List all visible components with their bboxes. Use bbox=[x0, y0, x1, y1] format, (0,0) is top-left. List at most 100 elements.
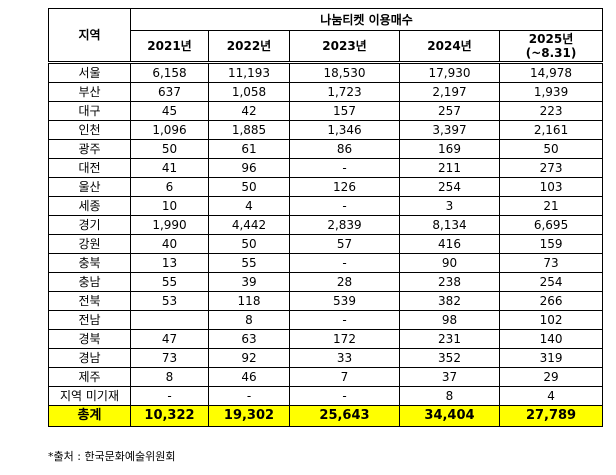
table-cell: 1,058 bbox=[208, 82, 290, 102]
table-cell: 1,885 bbox=[208, 120, 290, 140]
total-cell: 10,322 bbox=[130, 405, 209, 427]
table-cell: 11,193 bbox=[208, 62, 290, 83]
table-cell: 제주 bbox=[48, 367, 131, 387]
table-cell: 광주 bbox=[48, 139, 131, 159]
total-cell: 27,789 bbox=[498, 405, 604, 427]
table-cell: 대전 bbox=[48, 158, 131, 178]
table-cell: 98 bbox=[399, 310, 500, 330]
table-cell: 29 bbox=[498, 367, 604, 387]
ticket-table: 지역 나눔티켓 이용매수 2021년 2022년 2023년 2024년 2025년 (~… bbox=[48, 8, 604, 427]
table-cell: - bbox=[289, 196, 400, 216]
table-cell: 8 bbox=[208, 310, 290, 330]
table-cell: 2,197 bbox=[399, 82, 500, 102]
table-cell: - bbox=[208, 386, 290, 406]
table-cell: 352 bbox=[399, 348, 500, 368]
table-cell: 257 bbox=[399, 101, 500, 121]
table-row: 제주 8 46 7 37 29 bbox=[48, 367, 604, 387]
table-cell: 273 bbox=[498, 158, 604, 178]
table-cell: 37 bbox=[399, 367, 500, 387]
table-cell: 3 bbox=[399, 196, 500, 216]
table-cell: 63 bbox=[208, 329, 290, 349]
table-cell: 1,723 bbox=[289, 82, 400, 102]
total-cell: 19,302 bbox=[208, 405, 290, 427]
table-row: 충북 13 55-90 73 bbox=[48, 253, 604, 273]
table-cell: 1,096 bbox=[130, 120, 209, 140]
table-cell: - bbox=[130, 386, 209, 406]
table-cell: 73 bbox=[498, 253, 604, 273]
table-cell: 126 bbox=[289, 177, 400, 197]
year: 2025년 bbox=[528, 32, 574, 46]
table-cell: 57 bbox=[289, 234, 400, 254]
table-cell: 1,939 bbox=[498, 82, 604, 102]
table-row: 광주 50 61 86 169 50 bbox=[48, 139, 604, 159]
table-cell: 경북 bbox=[48, 329, 131, 349]
table-cell: 416 bbox=[399, 234, 500, 254]
table-row: 세종 10 4-3 21 bbox=[48, 196, 604, 216]
table-row: 경남 73 92 33 352 319 bbox=[48, 348, 604, 368]
table-cell: 6,158 bbox=[130, 62, 209, 83]
header-cell: 2023년 bbox=[289, 30, 400, 64]
table-cell: 254 bbox=[399, 177, 500, 197]
table-cell: 4 bbox=[498, 386, 604, 406]
table-cell: 17,930 bbox=[399, 62, 500, 83]
table-cell: 14,978 bbox=[498, 62, 604, 83]
table-cell: 319 bbox=[498, 348, 604, 368]
table-cell: 45 bbox=[130, 101, 209, 121]
header-cell: 2022년 bbox=[208, 30, 290, 64]
table-row: 인천 1,096 1,885 1,346 3,397 2,161 bbox=[48, 120, 604, 140]
header-cell: 나눔티켓 이용매수 bbox=[129, 8, 604, 31]
table-cell: 28 bbox=[289, 272, 400, 292]
table-cell: 61 bbox=[208, 139, 290, 159]
table-cell: 8 bbox=[130, 367, 209, 387]
table-cell: 73 bbox=[130, 348, 209, 368]
table-cell: 169 bbox=[399, 139, 500, 159]
table-cell: 103 bbox=[498, 177, 604, 197]
header-cell: 지역 bbox=[48, 8, 131, 64]
year: 2022년 bbox=[226, 39, 272, 53]
table-cell: 2,839 bbox=[289, 215, 400, 235]
total-cell: 25,643 bbox=[289, 405, 400, 427]
table-row: 서울 6,158 11,193 18,530 17,930 14,978 bbox=[48, 62, 604, 83]
table-cell: 1,346 bbox=[289, 120, 400, 140]
table-cell: 96 bbox=[208, 158, 290, 178]
total-row: 총계 10,322 19,302 25,643 34,404 27,789 bbox=[48, 405, 604, 427]
table-row: 지역 미기재 - - -8 4 bbox=[48, 386, 604, 406]
table-row: 충남 55 39 28 238 254 bbox=[48, 272, 604, 292]
table-cell: 인천 bbox=[48, 120, 131, 140]
year: 2024년 bbox=[427, 39, 472, 53]
table-cell: 33 bbox=[289, 348, 400, 368]
table-cell: 전북 bbox=[48, 291, 131, 311]
table-cell: 8 bbox=[399, 386, 500, 406]
year-note: (~8.31) bbox=[525, 46, 577, 60]
table-row: 부산 637 1,058 1,723 2,197 1,939 bbox=[48, 82, 604, 102]
header-cell: 2024년 bbox=[399, 30, 500, 64]
table-cell: 세종 bbox=[48, 196, 131, 216]
total-cell: 총계 bbox=[48, 405, 131, 427]
table-cell: 231 bbox=[399, 329, 500, 349]
table-cell: 4,442 bbox=[208, 215, 290, 235]
table-cell: 21 bbox=[498, 196, 604, 216]
table-cell: 47 bbox=[130, 329, 209, 349]
table-cell: 2,161 bbox=[498, 120, 604, 140]
table-cell: 86 bbox=[289, 139, 400, 159]
table-cell: 충남 bbox=[48, 272, 131, 292]
table-cell: - bbox=[289, 386, 400, 406]
table-row: 경북 47 63 172 231 140 bbox=[48, 329, 604, 349]
table-cell: 254 bbox=[498, 272, 604, 292]
table-cell: 전남 bbox=[48, 310, 131, 330]
table-cell: 13 bbox=[130, 253, 209, 273]
year: 2023년 bbox=[322, 39, 367, 53]
table-cell: 8,134 bbox=[399, 215, 500, 235]
table-cell: - bbox=[289, 310, 400, 330]
table-cell: 대구 bbox=[48, 101, 131, 121]
table-cell: - bbox=[289, 253, 400, 273]
table-cell: 4 bbox=[208, 196, 290, 216]
table-cell: 50 bbox=[130, 139, 209, 159]
table-cell: 223 bbox=[498, 101, 604, 121]
table-cell: 382 bbox=[399, 291, 500, 311]
table-cell: 118 bbox=[208, 291, 290, 311]
table-cell: 7 bbox=[289, 367, 400, 387]
table-row: 대구 45 42 157 257 223 bbox=[48, 101, 604, 121]
table-cell: 지역 미기재 bbox=[48, 386, 131, 406]
